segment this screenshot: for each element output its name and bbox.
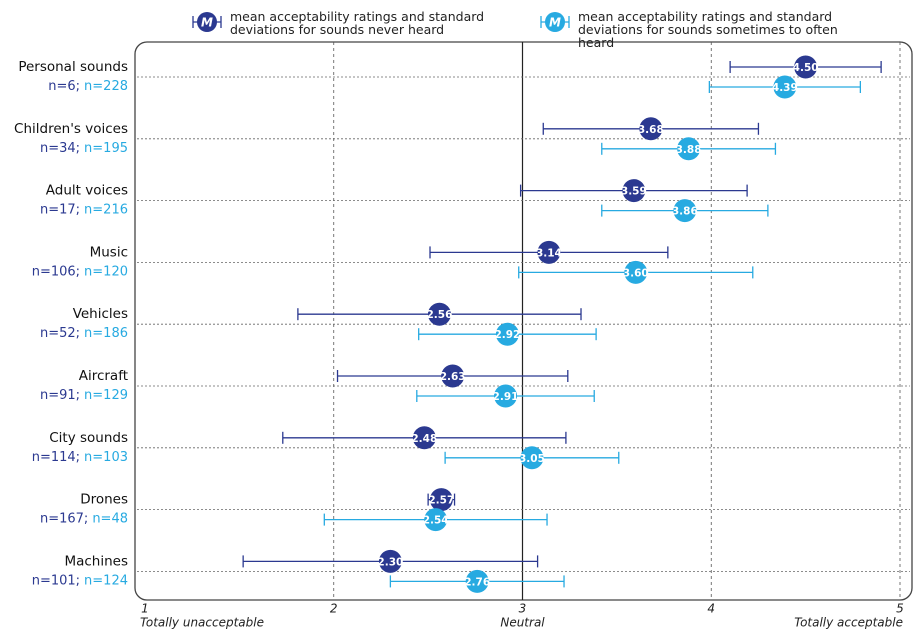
category-label: Personal sounds xyxy=(18,59,128,75)
mean-dot xyxy=(624,260,648,284)
x-tick-label: 4 xyxy=(707,602,715,616)
category-label: Children's voices xyxy=(14,121,128,137)
value-label: 2.57 xyxy=(428,495,454,507)
category-label: City sounds xyxy=(49,430,128,446)
n-label-part: n=91; xyxy=(40,388,80,403)
category-label: Music xyxy=(90,244,128,260)
value-label: 2.92 xyxy=(494,329,520,341)
mean-dot xyxy=(520,446,544,470)
n-label-part: n=103 xyxy=(84,449,128,464)
mean-dot xyxy=(677,137,701,161)
legend-icon: M xyxy=(192,12,222,32)
n-label-part: n=124 xyxy=(84,573,128,588)
mean-dot xyxy=(639,117,663,141)
value-label: 4.50 xyxy=(793,62,819,74)
category-label: Adult voices xyxy=(46,183,128,199)
n-label-part: n=120 xyxy=(84,264,128,279)
n-label-part: n=106; xyxy=(32,264,80,279)
legend-icon: M xyxy=(540,12,570,32)
value-label: 3.88 xyxy=(676,144,702,156)
x-tick-label: 3 xyxy=(519,602,527,616)
value-label: 2.76 xyxy=(464,576,490,588)
n-label: n=106; n=120 xyxy=(32,264,128,279)
value-label: 3.86 xyxy=(672,206,698,218)
category-label: Drones xyxy=(80,492,128,508)
x-tick-note: Neutral xyxy=(500,616,545,630)
x-tick-note: Totally acceptable xyxy=(794,616,903,630)
value-label: 2.54 xyxy=(423,515,449,527)
mean-dot xyxy=(429,488,453,512)
category-label: Vehicles xyxy=(73,306,128,322)
x-tick-label: 2 xyxy=(330,602,338,616)
mean-dot xyxy=(441,364,465,388)
n-label-part: n=17; xyxy=(40,202,80,217)
n-label: n=91; n=129 xyxy=(40,388,128,403)
category-label: Machines xyxy=(64,553,128,569)
mean-dot xyxy=(412,426,436,450)
n-label: n=167; n=48 xyxy=(40,511,128,526)
x-tick-label: 5 xyxy=(896,602,904,616)
n-label: n=52; n=186 xyxy=(40,326,128,341)
n-label-part: n=101; xyxy=(32,573,80,588)
mean-dot xyxy=(773,75,797,99)
value-label: 3.59 xyxy=(621,186,647,198)
n-label-part: n=48 xyxy=(92,511,128,526)
legend-dot xyxy=(545,12,565,32)
legend-label: mean acceptability ratings and standard … xyxy=(230,9,485,37)
value-label: 2.30 xyxy=(377,556,403,568)
n-label: n=6; n=228 xyxy=(48,79,128,94)
mean-dot xyxy=(494,384,518,408)
n-label-part: n=52; xyxy=(40,326,80,341)
n-label: n=34; n=195 xyxy=(40,140,128,155)
value-label: 3.05 xyxy=(519,453,545,465)
legend-symbol: M xyxy=(201,16,213,30)
n-label-part: n=114; xyxy=(32,449,80,464)
mean-dot xyxy=(673,199,697,223)
legend-symbol: M xyxy=(549,16,561,30)
mean-dot xyxy=(794,55,818,79)
mean-dot xyxy=(465,569,489,593)
mean-dot xyxy=(495,322,519,346)
n-label-part: n=186 xyxy=(84,326,128,341)
n-label-part: n=167; xyxy=(40,511,88,526)
category-label: Aircraft xyxy=(79,368,128,384)
mean-dot xyxy=(427,302,451,326)
plot-frame xyxy=(134,41,913,601)
mean-dot xyxy=(378,549,402,573)
value-label: 3.68 xyxy=(638,124,664,136)
legend-label: mean acceptability ratings and standard … xyxy=(578,9,838,50)
n-label-part: n=228 xyxy=(84,79,128,94)
value-label: 2.63 xyxy=(440,371,466,383)
n-label: n=101; n=124 xyxy=(32,573,128,588)
value-label: 3.14 xyxy=(536,247,562,259)
n-label-part: n=129 xyxy=(84,388,128,403)
mean-dot xyxy=(424,508,448,532)
x-tick-label: 1 xyxy=(141,602,149,616)
value-label: 4.39 xyxy=(772,82,798,94)
value-label: 2.91 xyxy=(493,391,519,403)
x-tick-note: Totally unacceptable xyxy=(140,616,264,630)
n-label: n=17; n=216 xyxy=(40,202,128,217)
value-label: 2.56 xyxy=(426,309,452,321)
n-label-part: n=34; xyxy=(40,140,80,155)
n-label-part: n=216 xyxy=(84,202,128,217)
value-label: 2.48 xyxy=(411,433,437,445)
mean-dot xyxy=(622,179,646,203)
n-label: n=114; n=103 xyxy=(32,449,128,464)
mean-dot xyxy=(537,240,561,264)
value-label: 3.60 xyxy=(623,267,649,279)
n-label-part: n=195 xyxy=(84,140,128,155)
legend-dot xyxy=(197,12,217,32)
n-label-part: n=6; xyxy=(48,79,80,94)
